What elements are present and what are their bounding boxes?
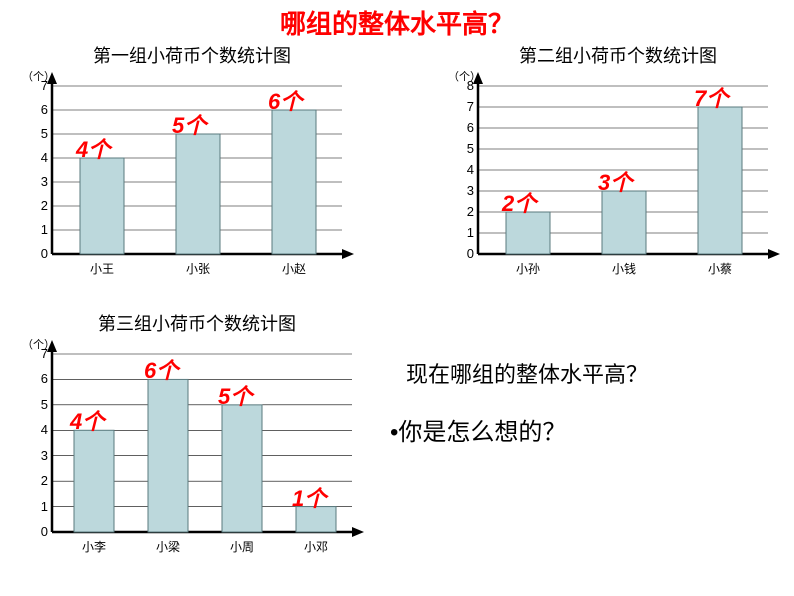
x-category-label: 小周 (212, 538, 272, 555)
bar (222, 405, 262, 532)
y-tick-label: 2 (34, 473, 48, 488)
bar-value-label: 7个 (694, 81, 728, 113)
bar (506, 212, 550, 254)
x-category-label: 小邓 (286, 538, 346, 555)
x-category-label: 小李 (64, 538, 124, 555)
chart-group-3: 第三组小荷币个数统计图（个）01234567小李4个小梁6个小周5个小邓1个 (22, 310, 372, 562)
bar (272, 110, 316, 254)
chart-title: 第一组小荷币个数统计图 (22, 42, 362, 68)
bar-value-label: 1个 (292, 481, 326, 513)
bar (74, 430, 114, 532)
x-category-label: 小张 (166, 260, 230, 277)
y-tick-label: 7 (460, 99, 474, 114)
y-tick-label: 6 (34, 102, 48, 117)
y-tick-label: 5 (34, 126, 48, 141)
bar-value-label: 4个 (76, 132, 110, 164)
bar-value-label: 5个 (172, 108, 206, 140)
y-tick-label: 3 (34, 448, 48, 463)
question-now-which-group: 现在哪组的整体水平高？ (406, 357, 648, 389)
y-tick-label: 3 (460, 183, 474, 198)
x-category-label: 小赵 (262, 260, 326, 277)
y-tick-label: 4 (34, 150, 48, 165)
chart-group-2: 第二组小荷币个数统计图（个）012345678小孙2个小钱3个小蔡7个 (448, 42, 788, 284)
chart-title: 第三组小荷币个数统计图 (22, 310, 372, 336)
y-tick-label: 1 (34, 222, 48, 237)
x-category-label: 小蔡 (688, 260, 752, 277)
chart-group-1: 第一组小荷币个数统计图（个）01234567小王4个小张5个小赵6个 (22, 42, 362, 284)
bar (80, 158, 124, 254)
x-category-label: 小钱 (592, 260, 656, 277)
y-tick-label: 7 (34, 78, 48, 93)
bar-value-label: 4个 (70, 404, 104, 436)
main-title: 哪组的整体水平高？ (0, 4, 794, 41)
y-tick-label: 3 (34, 174, 48, 189)
y-tick-label: 6 (460, 120, 474, 135)
y-tick-label: 8 (460, 78, 474, 93)
x-category-label: 小王 (70, 260, 134, 277)
y-tick-label: 2 (460, 204, 474, 219)
x-category-label: 小梁 (138, 538, 198, 555)
y-tick-label: 0 (460, 246, 474, 261)
y-tick-label: 6 (34, 371, 48, 386)
bar-value-label: 2个 (502, 186, 536, 218)
y-tick-label: 2 (34, 198, 48, 213)
y-tick-label: 1 (34, 499, 48, 514)
x-category-label: 小孙 (496, 260, 560, 277)
bar-value-label: 6个 (144, 353, 178, 385)
question-how-think: •你是怎么想的？ (390, 412, 566, 447)
y-tick-label: 1 (460, 225, 474, 240)
y-tick-label: 0 (34, 524, 48, 539)
bar (602, 191, 646, 254)
y-tick-label: 0 (34, 246, 48, 261)
y-tick-label: 4 (460, 162, 474, 177)
y-tick-label: 5 (34, 397, 48, 412)
bar-value-label: 3个 (598, 165, 632, 197)
bar (176, 134, 220, 254)
bar-value-label: 6个 (268, 84, 302, 116)
bar (698, 107, 742, 254)
y-tick-label: 7 (34, 346, 48, 361)
y-tick-label: 4 (34, 422, 48, 437)
chart-title: 第二组小荷币个数统计图 (448, 42, 788, 68)
y-tick-label: 5 (460, 141, 474, 156)
question-how-think-text: 你是怎么想的？ (398, 419, 566, 446)
bar (148, 379, 188, 532)
bar-value-label: 5个 (218, 379, 252, 411)
